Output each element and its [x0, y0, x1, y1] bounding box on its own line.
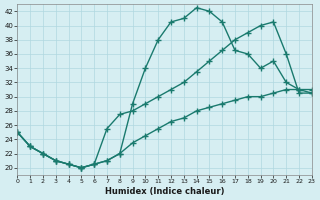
X-axis label: Humidex (Indice chaleur): Humidex (Indice chaleur) [105, 187, 224, 196]
